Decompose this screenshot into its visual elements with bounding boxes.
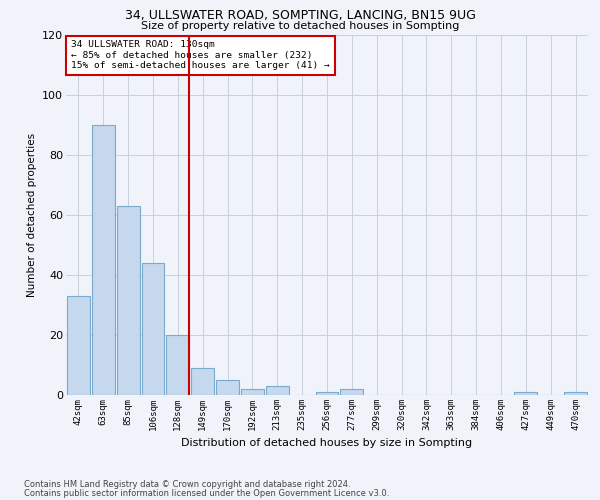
Bar [216,380,239,395]
X-axis label: Distribution of detached houses by size in Sompting: Distribution of detached houses by size … [181,438,473,448]
Bar [514,392,537,395]
Bar [92,125,115,395]
Bar [67,296,90,395]
Text: 34 ULLSWATER ROAD: 130sqm
← 85% of detached houses are smaller (232)
15% of semi: 34 ULLSWATER ROAD: 130sqm ← 85% of detac… [71,40,330,70]
Bar [340,389,363,395]
Y-axis label: Number of detached properties: Number of detached properties [26,133,37,297]
Bar [142,263,164,395]
Bar [191,368,214,395]
Text: Contains HM Land Registry data © Crown copyright and database right 2024.: Contains HM Land Registry data © Crown c… [24,480,350,489]
Text: Contains public sector information licensed under the Open Government Licence v3: Contains public sector information licen… [24,489,389,498]
Bar [117,206,140,395]
Bar [564,392,587,395]
Bar [266,386,289,395]
Bar [241,389,264,395]
Text: Size of property relative to detached houses in Sompting: Size of property relative to detached ho… [141,21,459,31]
Text: 34, ULLSWATER ROAD, SOMPTING, LANCING, BN15 9UG: 34, ULLSWATER ROAD, SOMPTING, LANCING, B… [125,9,475,22]
Bar [166,335,189,395]
Bar [316,392,338,395]
